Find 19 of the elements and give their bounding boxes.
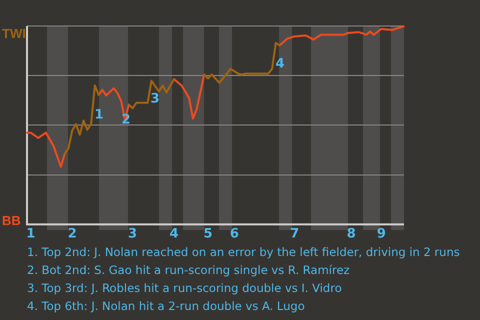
text: 1. Top 2nd: J. Nolan reached on an error by the left fielder, driving in 2 runs	[27, 244, 461, 261]
text: 2. Bot 2nd: S. Gao hit a run-scoring single vs R. Ramírez	[27, 262, 351, 279]
annotation: 1	[94, 108, 104, 122]
x-tick-label: 5	[203, 226, 212, 242]
x-tick-label: 6	[230, 226, 239, 242]
annotation: 3	[150, 92, 160, 106]
x-tick-label: 4	[170, 226, 179, 242]
annotation: 2	[121, 112, 131, 128]
x-tick-label: 1	[26, 226, 36, 242]
x-tick-label: 3	[128, 226, 138, 242]
x-tick-label: 2	[68, 226, 77, 242]
annotation: 4	[275, 56, 285, 72]
text: 4. Top 6th: J. Nolan hit a 2-run double vs A. Lugo	[27, 298, 306, 315]
text: BB	[2, 213, 21, 228]
x-tick-label: 9	[376, 226, 386, 242]
text: 3. Top 3rd: J. Robles hit a run-scoring double vs I. Vidro	[27, 280, 343, 297]
x-tick-label: 7	[290, 226, 300, 242]
text: TWI	[2, 26, 26, 41]
x-tick-label: 8	[346, 226, 356, 242]
